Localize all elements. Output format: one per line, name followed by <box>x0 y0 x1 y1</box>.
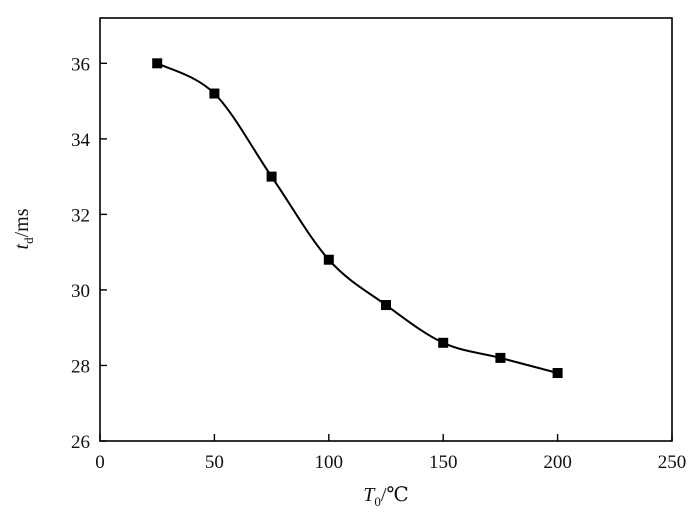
fit-curve <box>156 62 558 374</box>
data-point <box>381 300 391 311</box>
y-tick-label: 26 <box>71 432 90 453</box>
y-tick-label: 34 <box>71 130 91 151</box>
y-axis-title: td/ms <box>11 208 36 249</box>
y-tick-label: 28 <box>71 356 90 377</box>
data-point <box>209 88 220 99</box>
plot-frame <box>99 17 673 442</box>
data-point <box>552 368 563 379</box>
x-tick-label: 150 <box>429 452 458 473</box>
x-axis: 0 50 100 150 200 250 <box>95 434 686 473</box>
x-tick-label: 100 <box>315 452 344 473</box>
data-point <box>266 171 277 182</box>
y-tick-label: 36 <box>71 54 90 75</box>
x-axis-title: T0/℃ <box>363 484 409 509</box>
data-point <box>152 58 163 69</box>
x-tick-label: 0 <box>95 452 105 473</box>
data-points <box>152 58 563 379</box>
data-point <box>495 352 506 363</box>
x-tick-label: 50 <box>205 452 224 473</box>
data-point <box>438 337 449 348</box>
data-point <box>323 254 334 265</box>
y-axis: 26 28 30 32 34 36 <box>71 54 107 453</box>
y-tick-label: 30 <box>71 281 90 302</box>
fit-curve-layer <box>156 62 558 374</box>
x-tick-label: 200 <box>543 452 572 473</box>
y-tick-label: 32 <box>71 205 90 226</box>
x-tick-label: 250 <box>658 452 687 473</box>
